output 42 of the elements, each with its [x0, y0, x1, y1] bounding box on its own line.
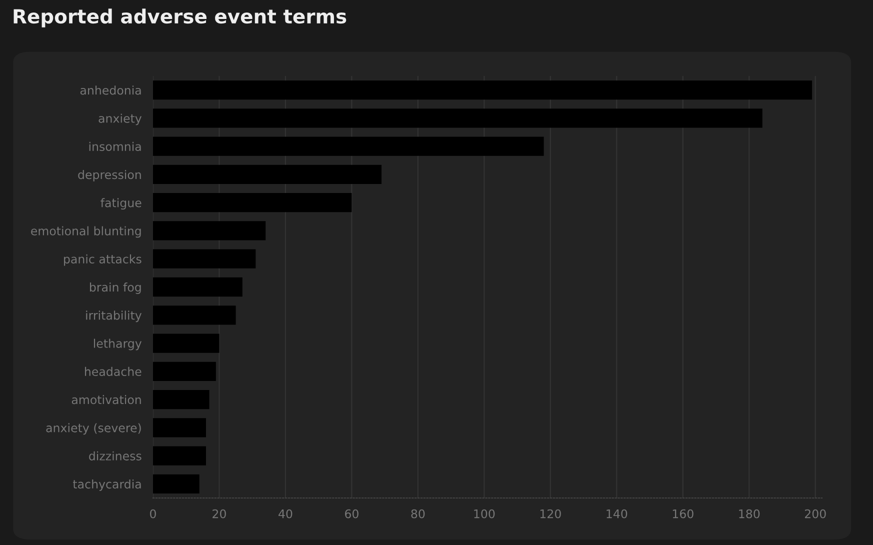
bar [153, 221, 266, 240]
bar [153, 80, 812, 100]
y-tick-label: tachycardia [73, 479, 141, 491]
y-tick-label: panic attacks [64, 254, 142, 266]
y-tick-label: headache [85, 366, 142, 376]
bar [153, 474, 200, 494]
y-tick-label: fatigue [100, 198, 142, 210]
bar [153, 334, 220, 353]
y-tick-label: anhedonia [80, 86, 141, 95]
y-tick-label: emotional blunting [31, 226, 141, 238]
bar [153, 418, 206, 438]
bar [153, 193, 352, 212]
bar [153, 164, 382, 184]
chart-title: Reported adverse event terms [14, 8, 346, 28]
x-tick-label: 40 [278, 509, 292, 518]
y-tick-label: amotivation [72, 395, 141, 404]
x-tick-label: 0 [150, 509, 156, 518]
bar [153, 362, 216, 381]
x-tick-label: 120 [540, 509, 561, 518]
bar [153, 136, 544, 156]
bar [153, 446, 206, 466]
y-tick-label: lethargy [94, 338, 142, 350]
y-tick-label: anxiety (severe) [46, 423, 141, 435]
bar [153, 108, 762, 128]
y-tick-label: irritability [86, 310, 142, 322]
x-tick-label: 180 [739, 509, 760, 518]
x-tick-label: 80 [411, 509, 425, 518]
y-tick-label: insomnia [89, 142, 141, 151]
x-tick-label: 20 [212, 509, 226, 518]
x-tick-label: 160 [672, 509, 694, 518]
y-tick-label: brain fog [90, 282, 141, 294]
y-tick-label: dizziness [89, 451, 142, 460]
y-tick-label: anxiety [98, 114, 142, 126]
bar [153, 390, 210, 410]
bar [153, 277, 242, 297]
bar [153, 306, 236, 325]
bar [153, 249, 256, 268]
x-tick-label: 140 [606, 509, 628, 518]
x-tick-label: 100 [474, 509, 495, 518]
x-tick-label: 200 [804, 509, 826, 518]
y-tick-label: depression [78, 170, 141, 182]
x-tick-label: 60 [345, 509, 358, 518]
